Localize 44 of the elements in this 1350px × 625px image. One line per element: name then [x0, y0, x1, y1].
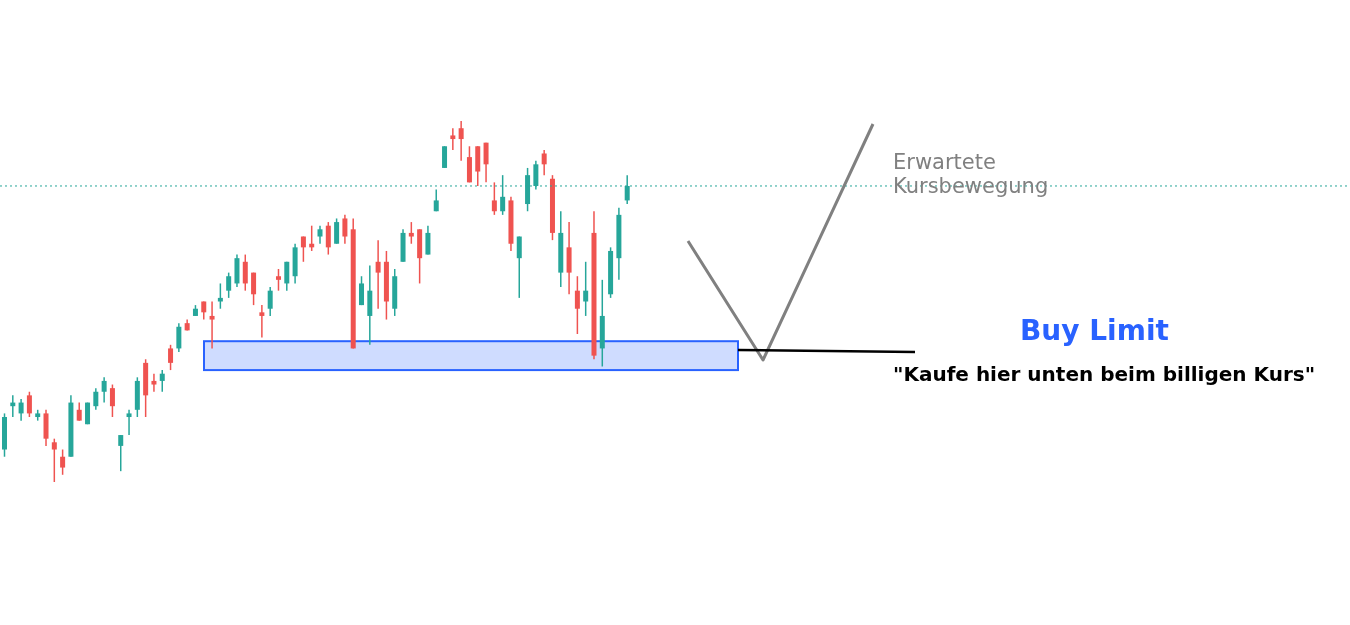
candlestick	[284, 261, 290, 292]
candlestick	[118, 434, 124, 472]
candlestick	[267, 286, 273, 317]
candlestick	[450, 127, 456, 151]
candlestick	[159, 369, 165, 393]
candlestick	[259, 304, 265, 339]
candlestick	[76, 401, 82, 422]
candlestick	[101, 376, 107, 404]
candlestick	[375, 239, 381, 310]
candlestick	[217, 282, 223, 310]
candlestick	[317, 224, 323, 245]
candlestick	[251, 271, 257, 306]
candlestick	[425, 224, 431, 256]
candlestick	[574, 275, 580, 335]
candlestick	[325, 221, 331, 256]
candlestick	[51, 437, 57, 482]
candlestick	[109, 383, 115, 418]
text: Buy Limit	[1020, 314, 1169, 347]
candlestick	[168, 344, 174, 371]
candlestick	[209, 300, 215, 350]
text: Erwartete Kursbewegung	[893, 150, 1050, 198]
candlestick	[334, 217, 340, 245]
candlestick	[226, 271, 232, 299]
candlestick	[458, 121, 464, 162]
candlestick	[242, 253, 248, 292]
candlestick	[93, 387, 99, 411]
candlestick	[516, 235, 522, 299]
candlestick	[176, 322, 182, 353]
candlestick	[342, 214, 348, 245]
candlestick	[18, 398, 24, 422]
candlestick	[126, 409, 132, 436]
candlestick	[26, 391, 32, 418]
candlestick	[541, 149, 547, 176]
candlestick	[442, 145, 448, 169]
candlestick	[60, 448, 66, 476]
candlestick	[408, 221, 414, 245]
candlestick	[483, 141, 489, 184]
text: "Kaufe hier unten beim billigen Kurs"	[893, 362, 1316, 386]
candlestick	[359, 275, 365, 306]
candlestick	[300, 235, 306, 263]
candlestick	[583, 261, 589, 317]
candlestick	[151, 372, 157, 393]
candlestick	[491, 181, 497, 216]
candlestick	[275, 268, 281, 292]
